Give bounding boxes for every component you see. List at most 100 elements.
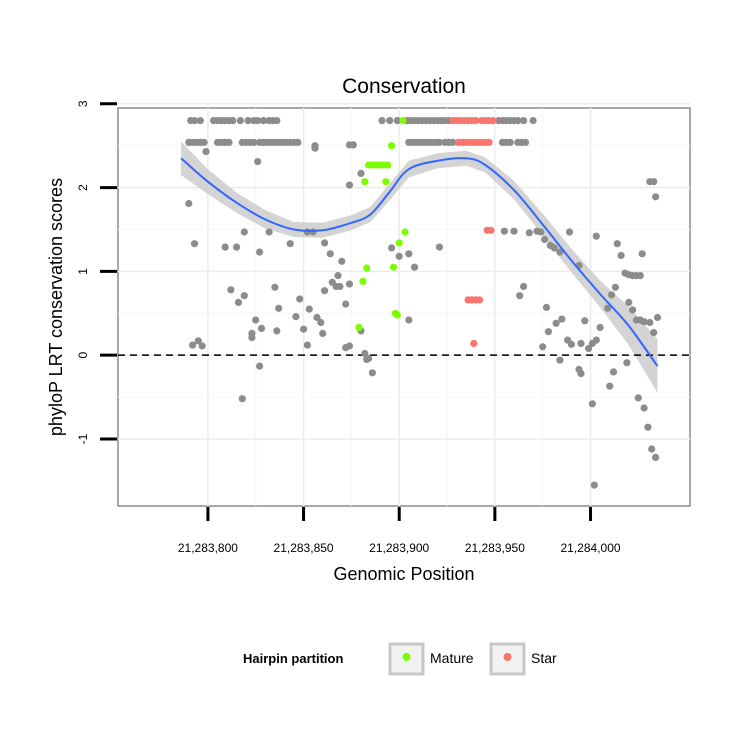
data-point-other bbox=[254, 158, 262, 166]
data-point-other bbox=[625, 298, 633, 306]
data-point-other bbox=[189, 341, 197, 349]
data-point-other bbox=[319, 329, 327, 337]
data-point-other bbox=[638, 250, 646, 258]
data-point-other bbox=[342, 300, 350, 308]
data-point-other bbox=[254, 117, 262, 125]
data-point-other bbox=[596, 323, 604, 332]
y-tick-label: 2 bbox=[76, 184, 90, 191]
data-point-other bbox=[317, 318, 325, 327]
x-tick-label: 21,283,900 bbox=[369, 541, 429, 555]
data-point-other bbox=[646, 318, 654, 327]
data-point-other bbox=[623, 359, 631, 367]
data-point-mature bbox=[399, 117, 407, 125]
data-point-other bbox=[537, 228, 545, 236]
data-point-other bbox=[510, 227, 518, 235]
data-point-other bbox=[539, 343, 547, 351]
data-point-other bbox=[361, 349, 369, 358]
data-point-other bbox=[225, 138, 233, 146]
data-point-other bbox=[592, 336, 600, 344]
data-point-other bbox=[541, 235, 549, 244]
legend-title: Hairpin partition bbox=[243, 651, 343, 666]
chart-title: Conservation bbox=[342, 75, 466, 98]
data-point-mature bbox=[382, 178, 390, 186]
data-point-other bbox=[542, 303, 551, 311]
data-point-other bbox=[248, 329, 256, 337]
data-point-other bbox=[321, 239, 329, 247]
x-tick-label: 21,284,000 bbox=[560, 541, 620, 555]
data-point-other bbox=[521, 138, 530, 146]
legend: Hairpin partition Mature Star bbox=[243, 642, 557, 676]
data-point-star bbox=[485, 138, 493, 146]
data-point-other bbox=[221, 243, 229, 251]
legend-label-star: Star bbox=[531, 650, 557, 666]
data-point-other bbox=[648, 445, 656, 453]
data-point-mature bbox=[361, 178, 369, 186]
grid-lines bbox=[118, 103, 690, 506]
data-point-mature bbox=[359, 277, 367, 285]
data-point-other bbox=[200, 138, 208, 146]
data-point-other bbox=[259, 117, 267, 125]
data-point-other bbox=[613, 240, 621, 248]
legend-dot-mature bbox=[402, 653, 411, 661]
data-point-other bbox=[653, 313, 662, 322]
data-point-other bbox=[506, 138, 514, 146]
data-point-other bbox=[345, 342, 354, 350]
data-point-mature bbox=[355, 323, 363, 332]
data-point-other bbox=[393, 117, 401, 125]
data-point-other bbox=[388, 244, 396, 252]
data-point-other bbox=[611, 283, 620, 291]
data-point-other bbox=[405, 316, 413, 324]
y-tick-label: 0 bbox=[76, 352, 90, 359]
data-point-other bbox=[336, 282, 344, 291]
data-point-other bbox=[652, 193, 660, 201]
data-point-other bbox=[198, 342, 206, 350]
data-point-mature bbox=[388, 142, 396, 150]
data-point-mature bbox=[363, 264, 371, 272]
y-tick-label: 3 bbox=[76, 100, 90, 107]
data-point-other bbox=[525, 229, 533, 237]
data-point-other bbox=[552, 319, 560, 327]
data-point-other bbox=[556, 248, 564, 256]
data-point-other bbox=[644, 423, 652, 431]
legend-dot-star bbox=[503, 653, 512, 661]
data-point-star bbox=[470, 339, 478, 347]
data-point-other bbox=[378, 117, 386, 125]
data-point-other bbox=[252, 316, 260, 324]
data-point-other bbox=[544, 328, 553, 336]
y-axis-title: phyloP LRT conservation scores bbox=[46, 178, 66, 436]
data-point-other bbox=[386, 117, 394, 125]
data-point-other bbox=[202, 148, 210, 156]
data-point-other bbox=[634, 394, 642, 402]
data-point-other bbox=[345, 181, 354, 189]
data-point-other bbox=[405, 250, 413, 258]
data-point-other bbox=[296, 295, 304, 303]
data-point-other bbox=[234, 298, 243, 306]
data-point-other bbox=[227, 286, 235, 294]
y-tick-label: -1 bbox=[76, 433, 90, 444]
data-point-other bbox=[357, 169, 365, 177]
data-point-other bbox=[652, 453, 660, 461]
y-axis: -1 0 1 2 3 bbox=[76, 100, 117, 444]
data-point-other bbox=[550, 244, 558, 252]
data-point-other bbox=[577, 339, 585, 347]
points-layer bbox=[185, 117, 662, 489]
data-point-other bbox=[321, 287, 329, 295]
data-point-other bbox=[609, 368, 618, 376]
data-point-other bbox=[275, 304, 283, 312]
data-point-other bbox=[500, 227, 508, 235]
data-point-other bbox=[238, 395, 246, 403]
data-point-other bbox=[590, 481, 598, 489]
data-point-star bbox=[489, 117, 497, 125]
x-tick-label: 21,283,800 bbox=[178, 541, 238, 555]
legend-label-mature: Mature bbox=[430, 650, 474, 666]
data-point-star bbox=[472, 117, 480, 125]
data-point-other bbox=[435, 138, 443, 146]
data-point-other bbox=[326, 250, 334, 258]
data-point-other bbox=[640, 404, 648, 412]
data-point-other bbox=[233, 243, 241, 251]
x-tick-label: 21,283,850 bbox=[274, 541, 334, 555]
data-point-other bbox=[558, 315, 566, 323]
data-point-other bbox=[629, 306, 637, 314]
data-point-mature bbox=[393, 311, 401, 319]
